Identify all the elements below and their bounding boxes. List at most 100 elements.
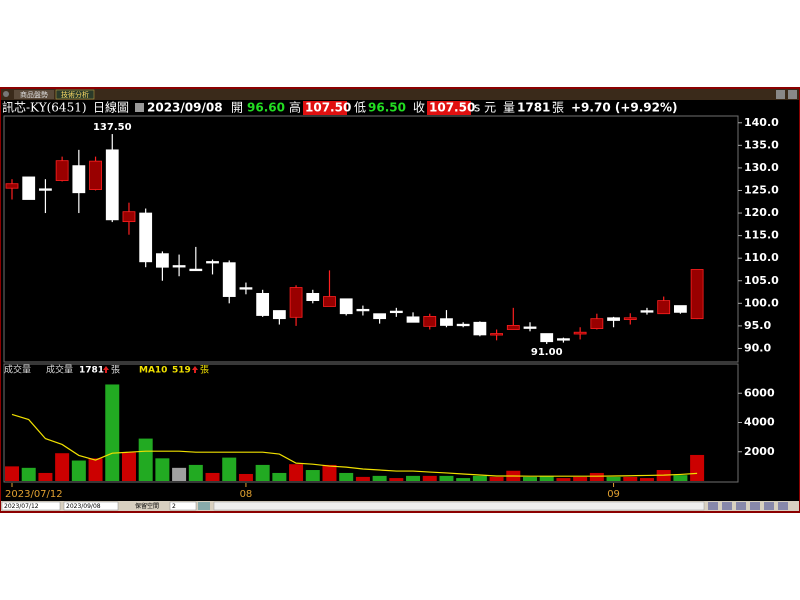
x-tick-label: 08 [240,489,253,500]
start-date[interactable]: 2023/07/12 [4,503,39,510]
button[interactable] [708,502,718,510]
candle-body [473,321,487,336]
candle-body [55,160,69,181]
candle-body [206,261,219,264]
volume-bar [673,475,688,481]
button[interactable] [722,502,732,510]
low-label: 低 [354,101,366,115]
header: 訊芯-KY(6451) 日線圖 2023/09/08 開 96.60 高 107… [2,100,678,115]
tab[interactable] [14,90,54,99]
volume-bar [606,476,621,481]
candle-body [5,183,19,189]
candle-body [306,292,320,302]
value-box [303,101,347,115]
legend-value: 519 [172,366,191,376]
window-button[interactable] [776,90,785,99]
y-tick-label: 6000 [744,386,775,399]
button[interactable] [736,502,746,510]
volume-bar [172,467,187,481]
volume-bar [639,478,654,481]
button[interactable] [764,502,774,510]
volume-bar [71,460,86,481]
y-tick-label: 115.0 [744,229,779,242]
menu-icon[interactable] [3,91,9,97]
y-tick-label: 2000 [744,445,775,458]
high-annotation: 137.50 [93,122,132,133]
volume-unit: 張 [552,101,564,115]
window-button[interactable] [788,90,797,99]
button[interactable] [750,502,760,510]
y-tick-label: 135.0 [744,138,779,151]
footer: 2023/07/12 2023/09/08 保留空間 2 [1,501,799,511]
candle-body [406,316,420,323]
button[interactable] [778,502,788,510]
candle-body [272,310,286,320]
volume-bar [406,475,421,481]
high-label: 高 [289,100,301,115]
candle-body [155,253,169,268]
y-tick-label: 140.0 [744,116,779,129]
low-value: 96.50 [368,101,406,115]
open-value: 96.60 [247,101,285,115]
space-input[interactable] [169,501,197,511]
volume-bar [472,475,487,481]
candle-body [423,316,437,327]
space-value[interactable]: 2 [172,503,176,510]
candle-body [557,338,570,341]
candle-body [289,287,303,318]
candle-body [573,331,587,335]
volume-bar [589,472,604,481]
candle-body [506,325,520,330]
x-tick-label: 09 [607,489,620,500]
high-value: 107.50 [305,101,351,115]
button[interactable] [198,502,210,510]
volume-legend: 成交量 成交量 1781 張 MA10 519 張 [4,364,209,376]
tab-bar [1,89,799,100]
y-tick-label: 100.0 [744,296,779,309]
volume-bar [272,472,287,481]
volume-bar [289,464,304,481]
candle-body [39,188,52,191]
candle-body [256,292,270,316]
date-input[interactable] [1,501,61,511]
candle-body [690,269,704,320]
volume-label: 量 [503,101,515,115]
period: 日線圖 [93,100,129,115]
y-tick-label: 4000 [744,416,775,429]
up-arrow [192,366,198,373]
volume-bar [556,478,571,481]
scrollbar[interactable] [213,501,705,511]
candle-body [323,296,336,307]
date-input[interactable] [63,501,119,511]
candle-body [189,268,203,272]
candle-body [540,333,554,343]
volume-value: 1781 [517,101,550,115]
tab-active[interactable] [55,89,95,100]
legend-unit: 張 [111,365,120,376]
tab-label[interactable]: 技術分析 [61,90,89,99]
legend-unit: 張 [200,365,209,376]
legend-name: 成交量 [46,364,73,376]
end-date[interactable]: 2023/09/08 [66,503,101,510]
candle-body [373,313,387,320]
volume-bar [389,478,404,481]
candle-body [623,317,637,320]
value-box [427,101,471,115]
volume-bar [38,472,53,481]
calendar-icon[interactable] [135,103,144,112]
open-label: 開 [231,101,243,115]
volume-bar [222,457,237,481]
candle-body [607,317,620,321]
window [0,87,800,513]
candle-body [339,298,353,315]
y-tick-label: 95.0 [744,319,771,332]
volume-bar [690,454,705,481]
volume-bar [5,466,19,481]
candle-body [490,333,503,336]
volume-bar [489,476,504,481]
tab-label[interactable]: 商品盤勢 [20,90,48,99]
volume-bar [372,475,387,481]
legend-name: MA10 [139,366,167,376]
y-tick-label: 110.0 [744,251,779,264]
